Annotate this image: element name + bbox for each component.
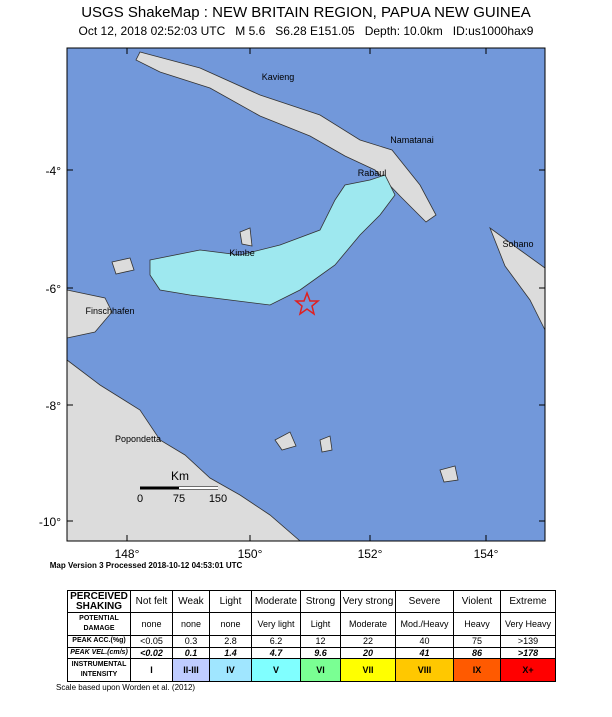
table-cell: Very light: [251, 612, 301, 636]
table-cell: 0.3: [172, 634, 210, 648]
place-label: Rabaul: [358, 168, 387, 178]
scale-label: 150: [209, 493, 227, 505]
lon-tick-label: 150°: [238, 547, 263, 561]
scale-note: Scale based upon Worden et al. (2012): [56, 683, 196, 692]
table-cell: 0.1: [172, 646, 210, 660]
title: USGS ShakeMap : NEW BRITAIN REGION, PAPU…: [81, 4, 531, 21]
table-cell: Very Heavy: [500, 612, 556, 636]
table-cell: Moderate: [340, 612, 396, 636]
table-cell: Light: [300, 612, 341, 636]
row-header: PEAK ACC.(%g): [67, 634, 131, 648]
lat-tick-label: -4°: [46, 164, 62, 178]
table-cell: >178: [500, 646, 556, 660]
place-label: Kavieng: [262, 72, 295, 82]
table-cell: none: [172, 612, 210, 636]
place-label: Namatanai: [390, 135, 434, 145]
scale-label: 0: [137, 493, 143, 505]
table-cell: Weak: [172, 589, 210, 614]
place-label: Kimbe: [229, 248, 255, 258]
table-row: PEAK VEL.(cm/s) <0.02 0.1 1.4 4.7 9.6 20 41 86 >1…: [67, 646, 556, 660]
table-cell: 9.6: [300, 646, 341, 660]
table-cell: 86: [453, 646, 501, 660]
lat-tick-label: -10°: [39, 515, 61, 529]
table-cell: 12: [300, 634, 341, 648]
table-cell: Severe: [395, 589, 454, 614]
table-cell: <0.02: [130, 646, 173, 660]
table-cell: 40: [395, 634, 454, 648]
epicenter: [293, 290, 321, 316]
place-label: Popondetta: [115, 434, 161, 444]
row-header: POTENTIAL DAMAGE: [67, 612, 131, 636]
table-cell: >139: [500, 634, 556, 648]
table-cell: X+: [500, 658, 556, 682]
table-row: PEAK ACC.(%g) <0.05 0.3 2.8 6.2 12 22 40 75 >139: [67, 634, 556, 648]
table-cell: Heavy: [453, 612, 501, 636]
table-cell: Very strong: [340, 589, 396, 614]
table-cell: none: [209, 612, 252, 636]
row-header: PEAK VEL.(cm/s): [67, 646, 131, 660]
lat-tick-label: -6°: [46, 282, 62, 296]
table-cell: VIII: [395, 658, 454, 682]
table-cell: VI: [300, 658, 341, 682]
table-cell: Mod./Heavy: [395, 612, 454, 636]
table-cell: II-III: [172, 658, 210, 682]
shaded-island: [149, 174, 396, 306]
table-cell: VII: [340, 658, 396, 682]
table-cell: 4.7: [251, 646, 301, 660]
table-cell: 1.4: [209, 646, 252, 660]
row-header: INSTRUMENTAL INTENSITY: [67, 658, 131, 682]
lon-tick-label: 148°: [115, 547, 140, 561]
lat-tick-label: -8°: [46, 399, 62, 413]
table-cell: V: [251, 658, 301, 682]
intensity-table: PERCEIVED SHAKING Not felt Weak Light Modera…: [67, 589, 556, 682]
table-cell: Moderate: [251, 589, 301, 614]
table-cell: Violent: [453, 589, 501, 614]
place-label: Sohano: [502, 239, 533, 249]
table-cell: 75: [453, 634, 501, 648]
table-row: POTENTIAL DAMAGE none none none Very light Li…: [67, 612, 556, 636]
table-cell: 41: [395, 646, 454, 660]
table-cell: Extreme: [500, 589, 556, 614]
table-row: PERCEIVED SHAKING Not felt Weak Light Modera…: [67, 589, 556, 614]
table-cell: none: [130, 612, 173, 636]
table-cell: <0.05: [130, 634, 173, 648]
scale-label: 75: [173, 493, 185, 505]
table-cell: 22: [340, 634, 396, 648]
table-cell: 2.8: [209, 634, 252, 648]
table-cell: Strong: [300, 589, 341, 614]
subtitle: Oct 12, 2018 02:52:03 UTC M 5.6 S6.28 E1…: [78, 24, 534, 38]
row-header: PERCEIVED SHAKING: [67, 589, 131, 614]
table-row: INSTRUMENTAL INTENSITY I II-III IV V VI VII VII…: [67, 658, 556, 682]
table-cell: 6.2: [251, 634, 301, 648]
table-cell: 20: [340, 646, 396, 660]
lon-tick-label: 154°: [474, 547, 499, 561]
place-label: Finschhafen: [85, 306, 134, 316]
table-cell: IX: [453, 658, 501, 682]
table-cell: I: [130, 658, 173, 682]
table-cell: IV: [209, 658, 252, 682]
scale-unit: Km: [171, 469, 189, 483]
frame: [66, 47, 546, 542]
lon-tick-label: 152°: [358, 547, 383, 561]
map-footnote: Map Version 3 Processed 2018-10-12 04:53…: [49, 561, 243, 570]
table-cell: Not felt: [130, 589, 173, 614]
table-cell: Light: [209, 589, 252, 614]
